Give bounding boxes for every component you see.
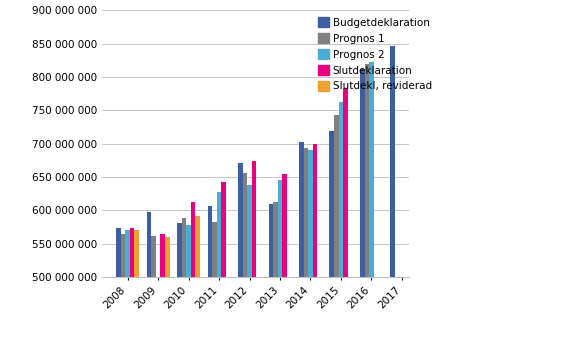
Bar — [369, 62, 374, 338]
Bar — [365, 64, 369, 338]
Bar — [390, 46, 395, 338]
Bar — [304, 148, 308, 338]
Bar — [313, 144, 318, 338]
Bar — [334, 115, 339, 338]
Bar — [212, 222, 217, 338]
Bar — [160, 234, 165, 338]
Bar — [151, 236, 156, 338]
Bar — [217, 192, 222, 338]
Bar — [282, 174, 287, 338]
Bar — [238, 163, 243, 338]
Bar — [269, 204, 273, 338]
Bar — [360, 69, 365, 338]
Bar — [299, 142, 304, 338]
Bar — [339, 102, 343, 338]
Bar — [243, 173, 247, 338]
Bar — [130, 228, 135, 338]
Legend: Budgetdeklaration, Prognos 1, Prognos 2, Slutdeklaration, Slutdekl, reviderad: Budgetdeklaration, Prognos 1, Prognos 2,… — [316, 15, 434, 94]
Bar — [182, 218, 186, 338]
Bar — [186, 225, 191, 338]
Bar — [126, 231, 130, 338]
Bar — [121, 234, 126, 338]
Bar — [116, 228, 121, 338]
Bar — [329, 131, 334, 338]
Bar — [165, 237, 169, 338]
Bar — [278, 180, 282, 338]
Bar — [222, 182, 226, 338]
Bar — [195, 216, 200, 338]
Bar — [343, 88, 348, 338]
Bar — [135, 231, 139, 338]
Bar — [147, 212, 151, 338]
Bar — [177, 223, 182, 338]
Bar — [273, 202, 278, 338]
Bar — [247, 185, 252, 338]
Bar — [308, 150, 313, 338]
Bar — [207, 206, 212, 338]
Bar — [191, 202, 195, 338]
Bar — [252, 161, 256, 338]
